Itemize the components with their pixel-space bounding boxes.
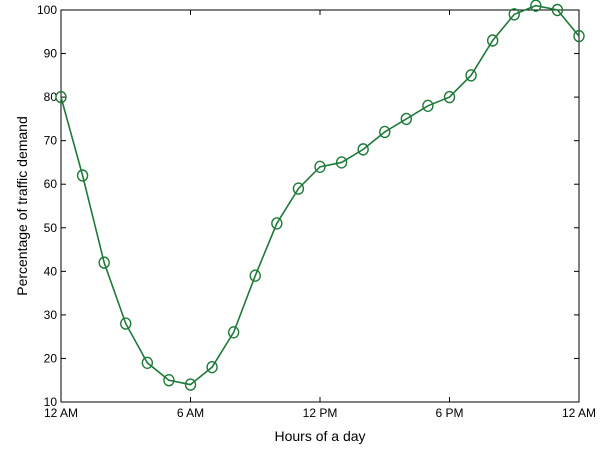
data-point xyxy=(271,217,283,230)
plot-area xyxy=(60,9,580,403)
y-axis-title: Percentage of traffic demand xyxy=(14,116,30,296)
data-point xyxy=(357,143,369,156)
data-point xyxy=(486,34,499,47)
y-tick-label: 60 xyxy=(44,177,58,191)
data-point xyxy=(76,169,89,182)
data-point xyxy=(141,356,154,369)
y-tick-label: 100 xyxy=(37,3,57,17)
y-tick-label: 90 xyxy=(44,47,58,61)
ticks xyxy=(60,9,580,403)
x-tick-label: 12 PM xyxy=(303,406,338,420)
x-tick-label: 12 AM xyxy=(562,406,596,420)
data-point xyxy=(184,378,197,391)
y-tick-label: 20 xyxy=(44,351,58,365)
data-point xyxy=(314,160,326,174)
y-tick-label: 40 xyxy=(44,264,58,278)
data-point xyxy=(465,69,477,82)
data-point xyxy=(551,3,564,17)
x-tick-label: 6 PM xyxy=(435,406,463,420)
data-point xyxy=(335,156,348,169)
x-tick-label: 12 AM xyxy=(44,406,78,420)
data-point xyxy=(422,99,434,113)
data-point xyxy=(98,256,110,269)
data-point xyxy=(443,90,456,104)
data-point xyxy=(163,374,175,387)
data-point xyxy=(120,317,132,330)
series xyxy=(55,0,585,391)
data-point xyxy=(249,269,261,282)
data-point xyxy=(206,360,218,374)
y-tick-label: 50 xyxy=(44,221,58,235)
data-point xyxy=(379,125,391,139)
data-point xyxy=(55,90,67,104)
x-tick-label: 6 AM xyxy=(177,406,204,420)
data-point xyxy=(530,0,542,12)
data-point xyxy=(573,29,585,43)
data-point xyxy=(400,112,413,126)
y-tick-label: 10 xyxy=(44,395,58,409)
x-axis-title: Hours of a day xyxy=(274,428,365,444)
data-point xyxy=(508,8,520,21)
series-line xyxy=(60,4,580,386)
y-tick-label: 80 xyxy=(44,90,58,104)
data-point xyxy=(292,182,305,195)
tick-labels: 12 AM 6 AM 12 PM 6 PM 12 AM10203040506070809… xyxy=(37,3,596,420)
data-point xyxy=(227,326,240,339)
y-tick-label: 70 xyxy=(44,134,58,148)
y-tick-label: 30 xyxy=(44,308,58,322)
